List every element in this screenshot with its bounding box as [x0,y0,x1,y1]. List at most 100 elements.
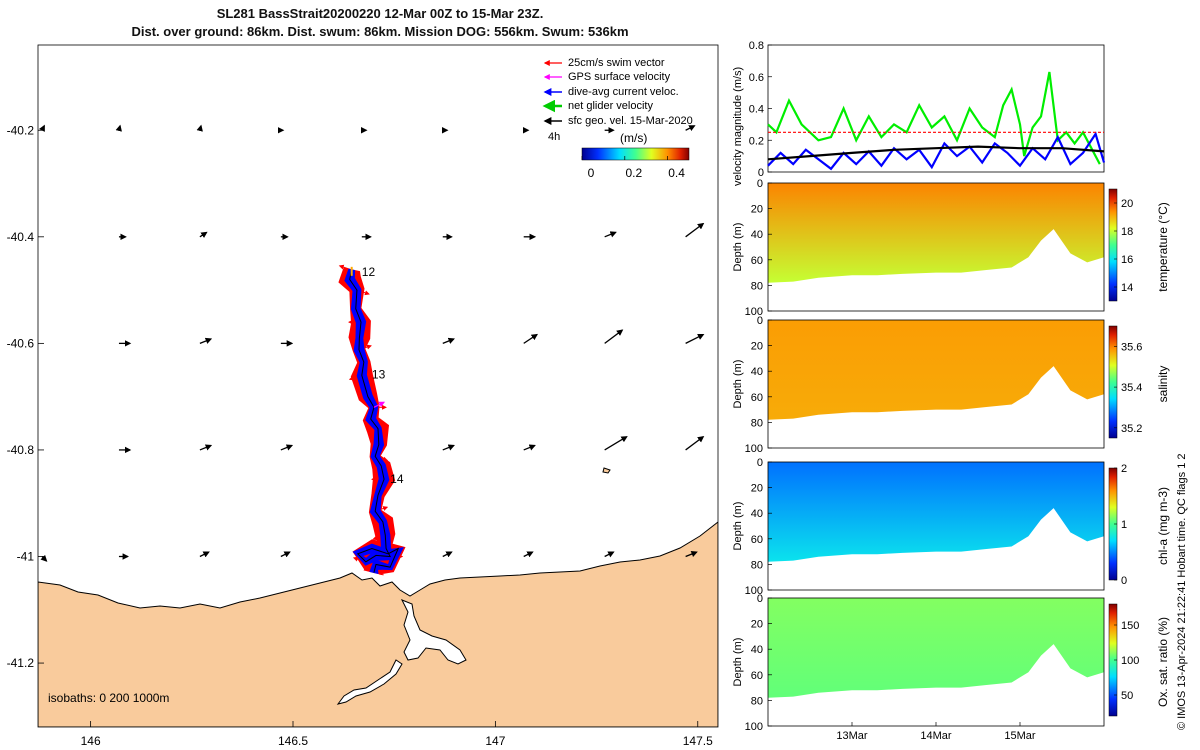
colorbar-tick-label: 1 [1121,519,1127,531]
velocity-ticks: 0 0.2 0.4 0.6 0.8 [749,40,772,179]
geo-velocity-vector [604,436,628,451]
geo-velocity-vector [604,329,624,344]
depth-tick-label: 20 [751,483,763,495]
section-panel-temperature: 0 20 40 60 80 100 Depth (m) 14 16 18 20 temperature… [732,178,1170,318]
salinity-colorbar [1108,325,1118,439]
glider-track-layer: 12 13 14 [338,264,406,576]
velocity-series [767,71,1106,171]
gps-velocity-vector [373,401,386,408]
geo-velocity-vector [685,125,696,132]
time-tick-label: 15Mar [1004,730,1036,742]
salinity-colorbar-label: salinity [1156,366,1170,403]
time-tick-label: 13Mar [836,730,868,742]
colorbar-tick-label: 35.4 [1121,382,1142,394]
velocity-series-line [767,145,1105,161]
geo-velocity-vector [523,551,534,558]
geo-velocity-vector [685,222,705,238]
colorbar-tick-label: 18 [1121,226,1133,238]
velocity-ytick-label: 0.4 [749,104,764,116]
figure-title-line1: SL281 BassStrait20200220 12-Mar 00Z to 1… [216,6,544,21]
colorbar-tick-label: 2 [1121,463,1127,475]
map-axis-ticks: 146 146.5 147 147.5 -40.2 -40.4 -40.6 -40.8 -41 -… [7,123,713,748]
geo-velocity-vector [442,444,455,451]
depth-tick-label: 100 [745,585,763,597]
map-ytick-label: -40.2 [7,123,35,137]
map-legend: 25cm/s swim vector GPS surface velocity … [542,57,693,180]
temperature-colorbar [1108,188,1118,302]
legend-dive-current: dive-avg current veloc. [568,86,679,98]
geo-velocity-vector [199,551,210,558]
geo-velocity-vector [199,231,208,239]
speed-colorbar-ticks: 0 0.2 0.4 [581,156,685,180]
salinity-section-fill [768,320,1104,420]
colorbar-tick-label: 100 [1121,655,1139,667]
day-label: 14 [390,472,404,486]
chlorophyll-ylabel: Depth (m) [732,502,744,551]
legend-swim-vector: 25cm/s swim vector [568,57,665,69]
map-ytick-label: -41.2 [7,656,35,670]
glider-track [349,269,400,573]
geo-velocity-vector [39,124,45,132]
map-ytick-label: -40.6 [7,336,35,350]
colorbar-tick-label: 20 [1121,198,1133,210]
velocity-axes [767,44,1105,173]
map-xtick-label: 146 [81,734,101,748]
speed-colorbar-label: 0.2 [625,166,642,180]
map-ytick-label: -40.8 [7,443,35,457]
estuary-inlet [400,599,467,665]
speed-colorbar-label: 0.4 [668,166,685,180]
credit-line: © IMOS 13-Apr-2024 21:22:41 Hobart time.… [1176,453,1188,730]
geo-velocity-vector [523,333,538,344]
speed-colorbar [581,147,690,161]
legend-geo-velocity: sfc geo. vel. 15-Mar-2020 [568,115,693,127]
geo-velocity-vector [442,551,453,558]
depth-tick-label: 40 [751,508,763,520]
depth-tick-label: 40 [751,229,763,241]
velocity-ytick-label: 0.8 [749,40,764,52]
velocity-ytick-label: 0.2 [749,135,764,147]
map-xtick-label: 147 [485,734,505,748]
day-label: 12 [362,265,376,279]
isobaths-label: isobaths: 0 200 1000m [48,691,169,705]
section-panel-chlorophyll: 0 20 40 60 80 100 Depth (m) 0 1 2 chl-a (mg m-3) [732,457,1170,597]
geo-velocity-vector [523,444,536,451]
tasmania-land [38,521,718,727]
oxygen-section-fill [768,598,1104,698]
depth-tick-label: 100 [745,721,763,733]
depth-tick-label: 0 [757,315,763,327]
geo-velocity-vector [199,337,213,344]
colorbar-tick-label: 14 [1121,282,1133,294]
geo-velocity-vectors [39,124,705,562]
depth-tick-label: 20 [751,204,763,216]
geo-velocity-vector [604,231,617,238]
estuary-branch [336,659,403,705]
geo-velocity-vector [685,333,705,344]
depth-tick-label: 100 [745,306,763,318]
legend-4h-label: 4h [548,131,560,143]
colorbar-tick-label: 35.2 [1121,423,1142,435]
geo-velocity-vector [115,124,122,132]
colorbar-units: (m/s) [620,131,647,145]
velocity-series-line [767,71,1101,165]
chlorophyll-colorbar-label: chl-a (mg m-3) [1156,487,1170,565]
geo-velocity-vector [280,551,291,558]
day-label: 13 [372,367,386,381]
colorbar-tick-label: 16 [1121,254,1133,266]
section-panel-salinity: 0 20 40 60 80 100 Depth (m) 35.2 35.4 35.6 salinit… [732,315,1170,455]
legend-net-velocity: net glider velocity [568,100,653,112]
depth-tick-label: 40 [751,644,763,656]
chlorophyll-axes [767,461,1105,591]
geo-velocity-vector [196,124,203,132]
map-xtick-label: 147.5 [683,734,713,748]
map-panel: 12 13 14 146 146.5 147 147.5 -40.2 -40.4 -40.6 -4… [7,44,719,748]
depth-tick-label: 0 [757,178,763,190]
depth-tick-label: 100 [745,443,763,455]
depth-tick-label: 80 [751,417,763,429]
depth-tick-label: 0 [757,593,763,605]
velocity-panel: 0 0.2 0.4 0.6 0.8 velocity magnitude (m/s) [732,40,1106,186]
geo-velocity-vector [604,551,615,558]
map-ytick-label: -41 [17,550,35,564]
temperature-ylabel: Depth (m) [732,223,744,272]
